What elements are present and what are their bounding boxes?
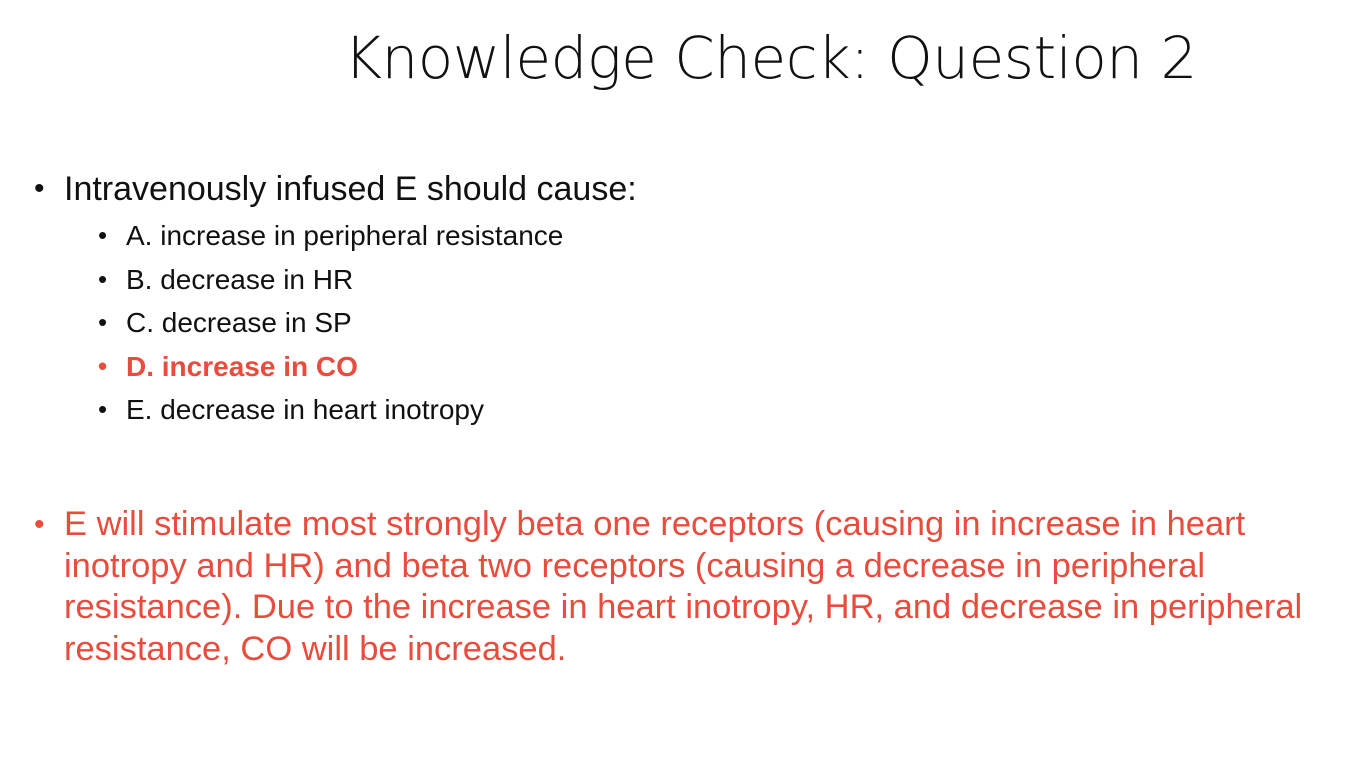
bullet-icon: • — [34, 172, 45, 205]
option-d-correct: • D. increase in CO — [98, 345, 1234, 389]
option-text: D. increase in CO — [126, 350, 358, 382]
option-text: A. increase in peripheral resistance — [126, 220, 564, 251]
option-c: • C. decrease in SP — [98, 301, 1234, 345]
slide-title: Knowledge Check: Question 2 — [344, 24, 1197, 92]
bullet-icon: • — [98, 394, 108, 424]
question-text: Intravenously infused E should cause: — [64, 170, 637, 208]
option-b: • B. decrease in HR — [98, 258, 1234, 302]
option-a: • A. increase in peripheral resistance — [98, 214, 1234, 258]
option-text: B. decrease in HR — [126, 263, 354, 295]
answer-options: • A. increase in peripheral resistance •… — [98, 214, 1234, 432]
bullet-icon: • — [98, 220, 108, 250]
question-item: • Intravenously infused E should cause: — [34, 168, 1234, 210]
question-block: • Intravenously infused E should cause: … — [34, 168, 1234, 432]
option-text: E. decrease in heart inotropy — [126, 394, 484, 425]
answer-explanation: • E will stimulate most strongly beta on… — [34, 504, 1304, 670]
bullet-icon: • — [34, 508, 45, 541]
option-text: C. decrease in SP — [126, 307, 352, 338]
explanation-text: E will stimulate most strongly beta one … — [64, 505, 1303, 668]
bullet-icon: • — [98, 350, 108, 381]
bullet-icon: • — [98, 307, 108, 337]
option-e: • E. decrease in heart inotropy — [98, 388, 1234, 432]
bullet-icon: • — [98, 263, 108, 294]
